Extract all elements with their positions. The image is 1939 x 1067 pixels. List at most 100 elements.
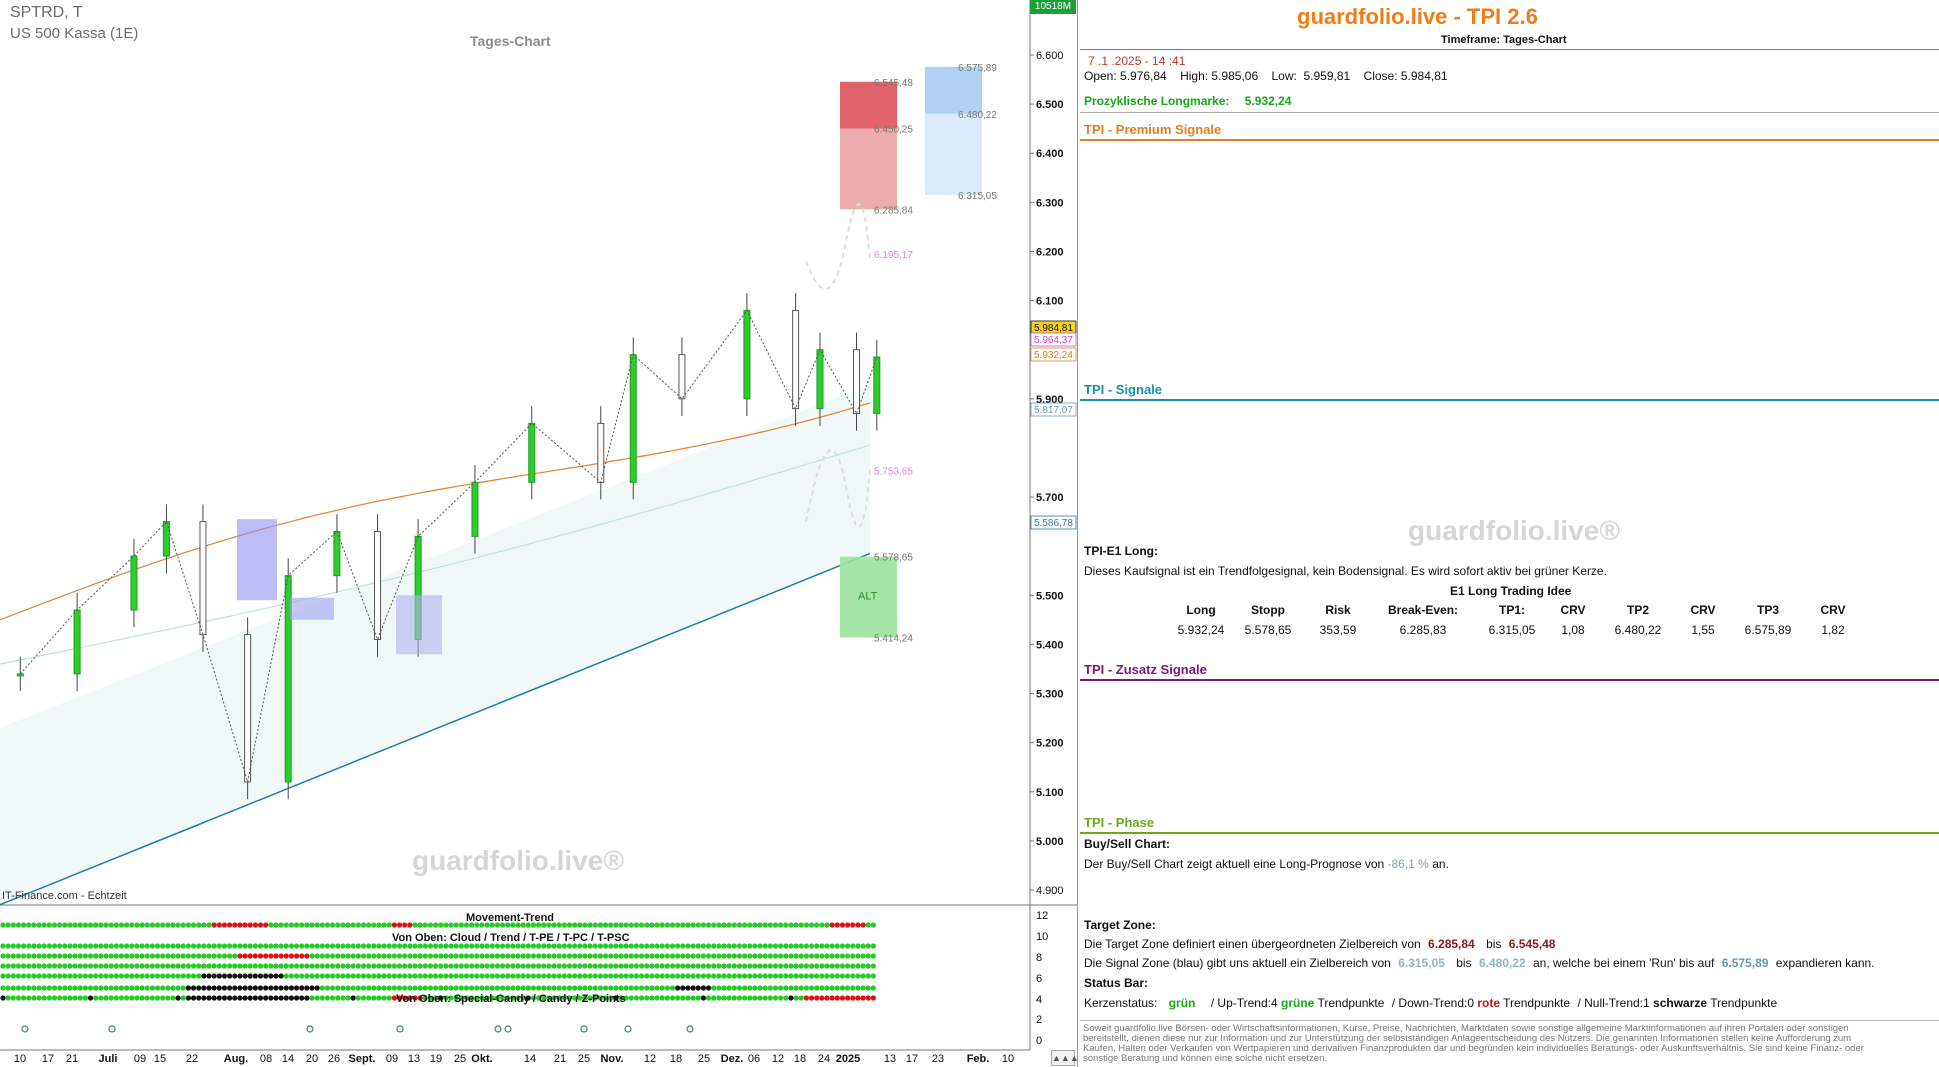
trend-dot <box>211 995 217 1001</box>
trend-dot <box>520 943 526 949</box>
th-tp2: TP2 <box>1626 603 1649 617</box>
trend-dot <box>865 943 871 949</box>
trend-dot <box>46 922 52 928</box>
trend-dot <box>129 922 135 928</box>
trend-dot <box>778 973 784 979</box>
trend-dot <box>98 985 104 991</box>
trend-dot <box>180 922 186 928</box>
top-badge: 10518M <box>1030 0 1076 14</box>
candle <box>629 354 637 483</box>
trend-dot <box>865 922 871 928</box>
trend-dot <box>180 995 186 1001</box>
trend-dot <box>154 943 161 949</box>
trend-dot <box>278 963 284 969</box>
trend-dot <box>582 943 588 949</box>
trend-dot <box>587 995 593 1001</box>
trend-dot <box>860 985 866 991</box>
trend-dot <box>664 922 670 928</box>
trend-dot <box>680 953 686 959</box>
trend-dot <box>690 973 696 979</box>
y-tick-label: 5.500 <box>1036 590 1064 602</box>
signal-zone-text: Die Signal Zone (blau) gibt uns aktuell … <box>1084 956 1875 970</box>
trend-dot <box>314 963 320 969</box>
trend-dot <box>752 943 758 949</box>
trend-dot <box>855 953 861 959</box>
trend-dot <box>520 953 526 959</box>
trend-dot <box>21 922 27 928</box>
trend-dot <box>309 953 315 959</box>
price-tag-label: 5.586,78 <box>1034 518 1073 529</box>
trend-dot <box>870 973 876 979</box>
trend-dot <box>293 953 300 959</box>
trend-dot <box>860 943 866 949</box>
trend-dot <box>525 995 531 1001</box>
trend-dot <box>350 953 356 959</box>
trend-dot <box>57 995 63 1001</box>
trend-dot <box>407 985 413 991</box>
trend-dot <box>628 973 634 979</box>
signale-line <box>1080 399 1939 401</box>
trend-dot <box>257 953 264 959</box>
td-long: 5.932,24 <box>1177 623 1225 637</box>
trend-dot <box>51 995 58 1001</box>
trend-dot <box>299 943 305 949</box>
trend-dot <box>742 953 748 959</box>
trend-dot <box>165 963 171 969</box>
trend-dot <box>659 973 665 979</box>
trend-dot <box>268 985 274 991</box>
trend-dot <box>757 953 763 959</box>
trend-dot <box>319 953 325 959</box>
chart-status-icon[interactable]: ▲▲▲ <box>1051 1050 1079 1066</box>
trend-dot <box>98 953 104 959</box>
trend-dot <box>160 985 166 991</box>
trend-dot <box>644 943 650 949</box>
trend-dot <box>644 995 650 1001</box>
trend-dot <box>433 995 439 1001</box>
trend-dot <box>371 922 377 928</box>
trend-dot <box>299 995 305 1001</box>
trend-dot <box>26 943 32 949</box>
panel-y-tick-label: 4 <box>1036 994 1042 1006</box>
y-tick-label: 6.500 <box>1036 99 1064 111</box>
trend-dot <box>62 943 68 949</box>
price-chart[interactable]: 6.6006.5006.4006.3006.2006.1005.9005.700… <box>0 0 1077 1067</box>
trend-dot <box>232 963 238 969</box>
zone-value-label: 5.578,65 <box>874 553 913 564</box>
target-zone-bis: bis <box>1486 937 1502 951</box>
trend-dot <box>489 973 495 979</box>
trend-dot <box>422 922 428 928</box>
trend-dot <box>824 995 830 1001</box>
trend-dot <box>680 985 686 991</box>
trend-dot <box>355 963 361 969</box>
candle <box>743 309 751 400</box>
trend-dot <box>546 995 552 1001</box>
trend-dot <box>175 963 181 969</box>
trend-dot <box>433 985 439 991</box>
trend-dot <box>484 963 490 969</box>
trend-dot <box>762 995 768 1001</box>
trend-dot <box>386 943 392 949</box>
trend-dot <box>551 953 557 959</box>
chart-area[interactable]: 6.600 6.500 6.400 6.300 6.200 6.100 5.900 5.700… <box>0 0 1079 1067</box>
trend-dot <box>180 985 186 991</box>
trend-dot <box>536 922 542 928</box>
trend-dot <box>51 973 58 979</box>
trend-dot <box>731 943 737 949</box>
td-break-even: 6.285,83 <box>1399 623 1447 637</box>
buy-sell-percent: -86,1 % <box>1387 857 1429 871</box>
trend-dot <box>453 953 459 959</box>
trend-dot <box>839 963 846 969</box>
trend-dot <box>57 922 63 928</box>
trend-dot <box>335 985 341 991</box>
trend-dot <box>644 985 650 991</box>
trend-dot <box>767 953 773 959</box>
trend-dot <box>453 943 459 949</box>
trend-dot <box>855 995 861 1001</box>
trend-dot <box>381 943 387 949</box>
trend-dot <box>299 953 305 959</box>
trend-dot <box>396 943 403 949</box>
x-tick-label: 25 <box>454 1053 466 1065</box>
trend-dot <box>767 973 773 979</box>
trend-dot <box>803 922 810 928</box>
trend-dot <box>82 953 88 959</box>
